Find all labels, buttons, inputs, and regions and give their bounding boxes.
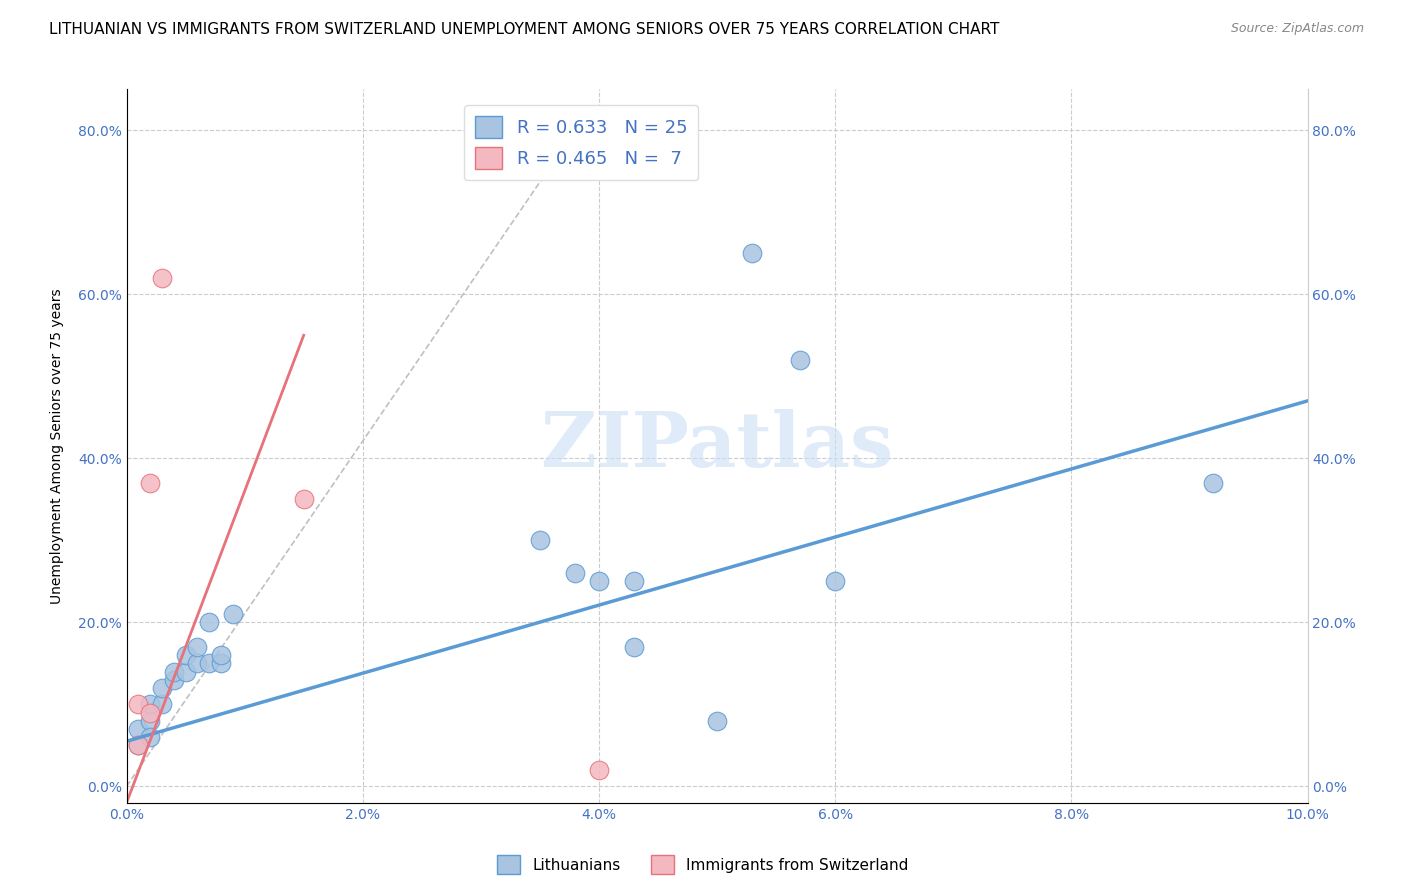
Point	[174, 665, 197, 679]
Point	[1202, 475, 1225, 490]
Point	[529, 533, 551, 548]
Point	[209, 648, 232, 662]
Point	[139, 475, 162, 490]
Point	[198, 657, 221, 671]
Point	[623, 640, 645, 654]
Point	[163, 673, 186, 687]
Point	[209, 657, 232, 671]
Point	[564, 566, 586, 581]
Point	[127, 722, 149, 736]
Point	[150, 681, 173, 695]
Text: LITHUANIAN VS IMMIGRANTS FROM SWITZERLAND UNEMPLOYMENT AMONG SENIORS OVER 75 YEA: LITHUANIAN VS IMMIGRANTS FROM SWITZERLAN…	[49, 22, 1000, 37]
Point	[139, 730, 162, 744]
Y-axis label: Unemployment Among Seniors over 75 years: Unemployment Among Seniors over 75 years	[51, 288, 63, 604]
Point	[824, 574, 846, 589]
Point	[222, 607, 245, 622]
Point	[588, 763, 610, 777]
Point	[150, 270, 173, 285]
Point	[174, 648, 197, 662]
Point	[186, 657, 208, 671]
Point	[706, 714, 728, 728]
Point	[139, 698, 162, 712]
Text: ZIPatlas: ZIPatlas	[540, 409, 894, 483]
Point	[127, 739, 149, 753]
Point	[292, 492, 315, 507]
Point	[139, 714, 162, 728]
Point	[588, 574, 610, 589]
Point	[139, 706, 162, 720]
Point	[789, 352, 811, 367]
Point	[186, 640, 208, 654]
Point	[163, 665, 186, 679]
Point	[623, 574, 645, 589]
Point	[150, 698, 173, 712]
Point	[198, 615, 221, 630]
Legend: Lithuanians, Immigrants from Switzerland: Lithuanians, Immigrants from Switzerland	[491, 849, 915, 880]
Point	[741, 246, 763, 260]
Point	[127, 739, 149, 753]
Text: Source: ZipAtlas.com: Source: ZipAtlas.com	[1230, 22, 1364, 36]
Point	[127, 698, 149, 712]
Legend: R = 0.633   N = 25, R = 0.465   N =  7: R = 0.633 N = 25, R = 0.465 N = 7	[464, 105, 699, 180]
